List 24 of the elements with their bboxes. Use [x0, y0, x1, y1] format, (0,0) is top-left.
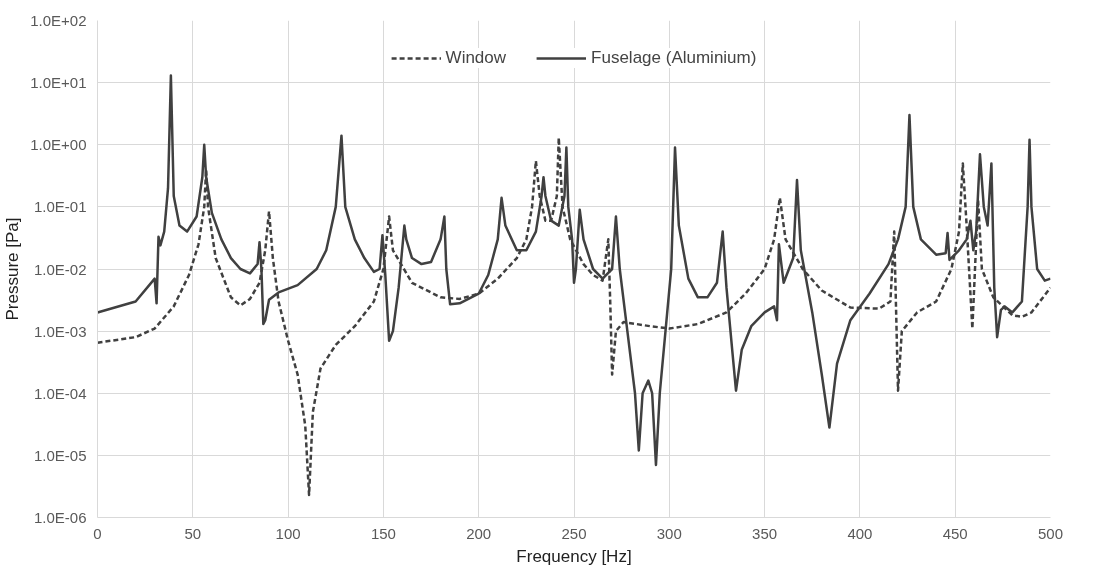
x-tick-label: 200	[466, 524, 492, 542]
y-axis-title: Pressure [Pa]	[3, 217, 23, 321]
y-tick-label: 1.0E-01	[33, 198, 87, 216]
x-tick-label: 400	[847, 524, 873, 542]
x-tick-label: 500	[1037, 524, 1064, 542]
y-tick-label: 1.0E+01	[30, 74, 87, 92]
x-tick-label: 100	[275, 524, 301, 542]
x-axis-title: Frequency [Hz]	[516, 546, 632, 566]
legend-label: Fuselage (Aluminium)	[591, 48, 757, 68]
x-tick-label: 300	[656, 524, 682, 542]
x-tick-label: 350	[752, 524, 778, 542]
y-tick-label: 1.0E-02	[33, 260, 87, 278]
y-tick-label: 1.0E+00	[30, 136, 87, 154]
legend-label: Window	[445, 48, 507, 68]
y-tick-label: 1.0E-05	[33, 446, 87, 464]
x-tick-label: 150	[370, 524, 396, 542]
y-tick-label: 1.0E-03	[33, 322, 87, 340]
x-tick-label: 50	[184, 524, 202, 542]
x-tick-label: 450	[942, 524, 968, 542]
x-tick-label: 250	[561, 524, 587, 542]
y-tick-label: 1.0E+02	[30, 12, 87, 29]
y-tick-label: 1.0E-04	[33, 384, 87, 402]
y-tick-label: 1.0E-06	[33, 509, 87, 526]
x-tick-label: 0	[93, 524, 102, 542]
